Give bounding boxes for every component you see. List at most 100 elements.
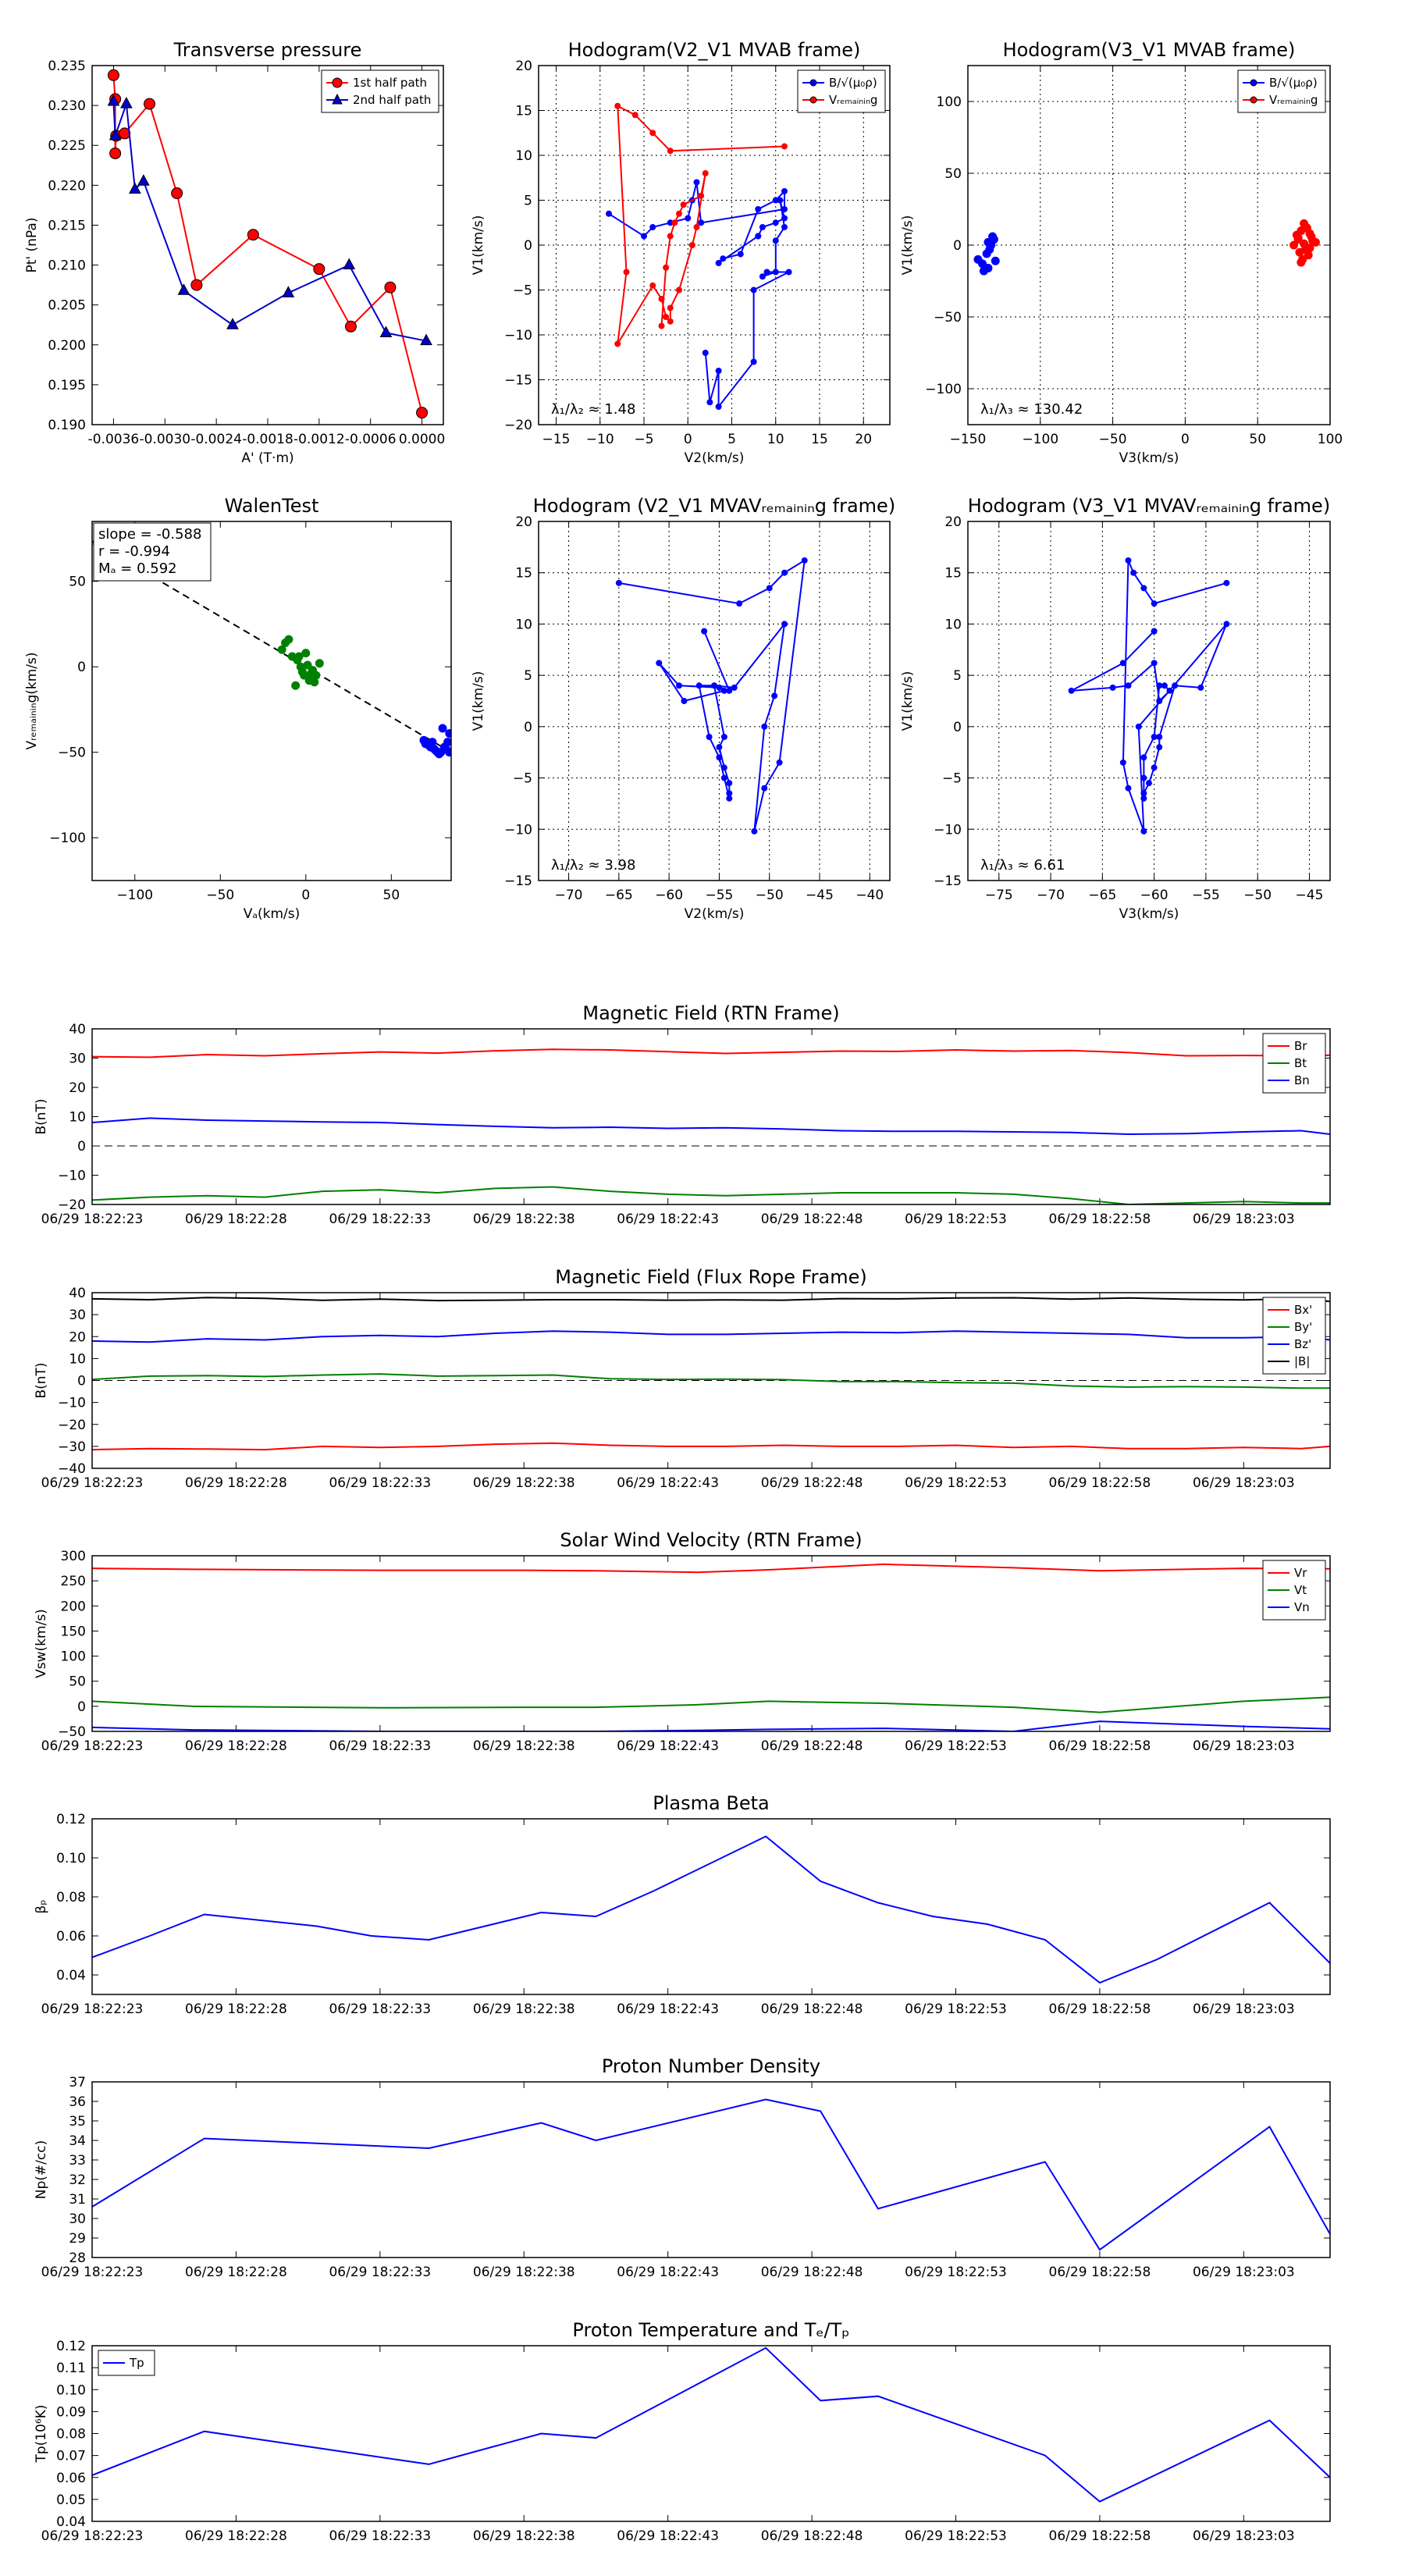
x-tick-label: 06/29 18:22:58 (1049, 2528, 1151, 2544)
y-tick-label: −20 (58, 1418, 86, 1433)
x-tick-label: 50 (1249, 432, 1266, 447)
legend-frame (797, 69, 886, 113)
data-point (755, 233, 762, 240)
series-line-vn (92, 1720, 1330, 1731)
x-tick-label: 06/29 18:22:23 (41, 2265, 144, 2280)
data-point (615, 579, 622, 586)
legend-label: By' (1294, 1320, 1312, 1334)
legend-frame (1237, 69, 1326, 113)
y-tick-label: 15 (944, 566, 962, 582)
data-point (107, 69, 119, 81)
y-tick-label: 10 (515, 148, 532, 164)
x-axis-label: V2(km/s) (685, 450, 745, 466)
x-tick-label: 06/29 18:22:38 (473, 2001, 575, 2017)
data-point (306, 669, 315, 678)
data-point (171, 187, 183, 200)
chart-np: 06/29 18:22:23 06/29 18:22:28 06/29 18:22:… (34, 2055, 1331, 2280)
data-point (623, 269, 630, 276)
x-axis-label: A' (T·m) (241, 450, 293, 466)
x-tick-label: −10 (586, 432, 614, 447)
data-point (1307, 232, 1316, 241)
y-tick-label: 200 (61, 1599, 86, 1614)
y-tick-label: 0.04 (56, 2514, 86, 2530)
legend-label: Br (1294, 1039, 1307, 1053)
data-point (438, 724, 447, 733)
y-tick-label: 100 (937, 94, 962, 110)
y-tick-label: 15 (515, 566, 532, 582)
x-tick-label: 06/29 18:22:23 (41, 2001, 144, 2017)
y-tick-label: 0.200 (48, 338, 86, 354)
y-tick-label: 0.220 (48, 178, 86, 194)
y-axis-label: B(nT) (34, 1362, 49, 1398)
series-line-v (1071, 560, 1228, 832)
axes-frame (91, 1555, 1331, 1732)
chart-title: Hodogram(V3_V1 MVAB frame) (1003, 39, 1296, 61)
y-tick-label: 300 (61, 1549, 86, 1564)
series-line-vr (92, 1563, 1330, 1574)
chart-title: Proton Number Density (602, 2055, 820, 2077)
x-tick-label: −40 (855, 888, 884, 903)
legend-marker (809, 96, 817, 104)
legend-label: Vᵣₑₘₐᵢₙᵢₙg (1269, 93, 1318, 107)
ratio-annotation: λ₁/λ₂ ≈ 3.98 (551, 857, 635, 873)
x-tick-label: −50 (206, 888, 234, 903)
x-tick-label: −65 (605, 888, 633, 903)
y-axis-label: V1(km/s) (471, 671, 486, 731)
series-line-np (92, 2098, 1330, 2251)
y-tick-label: −50 (934, 310, 962, 326)
data-point (379, 326, 393, 337)
data-point (294, 652, 304, 661)
data-point (614, 102, 621, 109)
plot-area (92, 1297, 1330, 1451)
y-tick-label: 0.12 (56, 2339, 86, 2354)
data-point (676, 210, 682, 217)
x-tick-label: 100 (1318, 432, 1343, 447)
legend-marker (1250, 79, 1257, 87)
legend-frame (321, 69, 439, 113)
y-tick-label: 0 (77, 1139, 86, 1155)
x-tick-label: −75 (985, 888, 1013, 903)
y-axis-label: V1(km/s) (900, 215, 916, 276)
x-tick-label: −50 (1099, 432, 1127, 447)
x-tick-label: −100 (1022, 432, 1058, 447)
data-point (720, 774, 727, 781)
data-point (439, 742, 449, 752)
data-point (772, 219, 779, 226)
y-tick-label: −100 (925, 382, 962, 397)
data-point (120, 97, 133, 109)
y-axis-label: V1(km/s) (471, 215, 486, 276)
data-point (702, 350, 709, 356)
y-tick-label: 15 (515, 104, 532, 119)
y-tick-label: −10 (504, 822, 532, 838)
x-tick-label: -0.0018 (242, 432, 293, 447)
x-tick-label: 06/29 18:22:48 (761, 1212, 863, 1227)
x-tick-label: 06/29 18:22:43 (617, 2001, 719, 2017)
y-tick-label: 0 (953, 720, 962, 735)
data-point (726, 687, 733, 694)
axes-frame (91, 1028, 1331, 1205)
legend: Bx' By' Bz' |B| (1262, 1297, 1326, 1375)
x-tick-label: −70 (1037, 888, 1065, 903)
x-axis-label: V3(km/s) (1119, 906, 1179, 922)
chart-vsw: 06/29 18:22:23 06/29 18:22:28 06/29 18:22:… (34, 1529, 1331, 1754)
data-point (226, 318, 239, 329)
data-point (777, 197, 784, 204)
ratio-annotation: λ₁/λ₃ ≈ 6.61 (980, 857, 1065, 873)
chart-title: Transverse pressure (173, 39, 362, 61)
legend-marker (332, 77, 343, 88)
y-tick-label: 5 (953, 668, 962, 684)
x-tick-label: 06/29 18:22:53 (905, 1475, 1007, 1491)
legend-label: Vᵣₑₘₐᵢₙᵢₙg (829, 93, 877, 107)
data-point (698, 219, 705, 226)
legend-marker (1250, 96, 1257, 104)
x-tick-label: 06/29 18:22:38 (473, 1475, 575, 1491)
data-point (1172, 682, 1179, 689)
axes-frame (91, 1818, 1331, 1995)
x-tick-label: −15 (542, 432, 571, 447)
x-tick-label: 06/29 18:22:23 (41, 1738, 144, 1754)
axes-frame (967, 521, 1331, 881)
x-tick-label: 06/29 18:23:03 (1193, 1212, 1295, 1227)
y-tick-label: 37 (69, 2075, 86, 2090)
